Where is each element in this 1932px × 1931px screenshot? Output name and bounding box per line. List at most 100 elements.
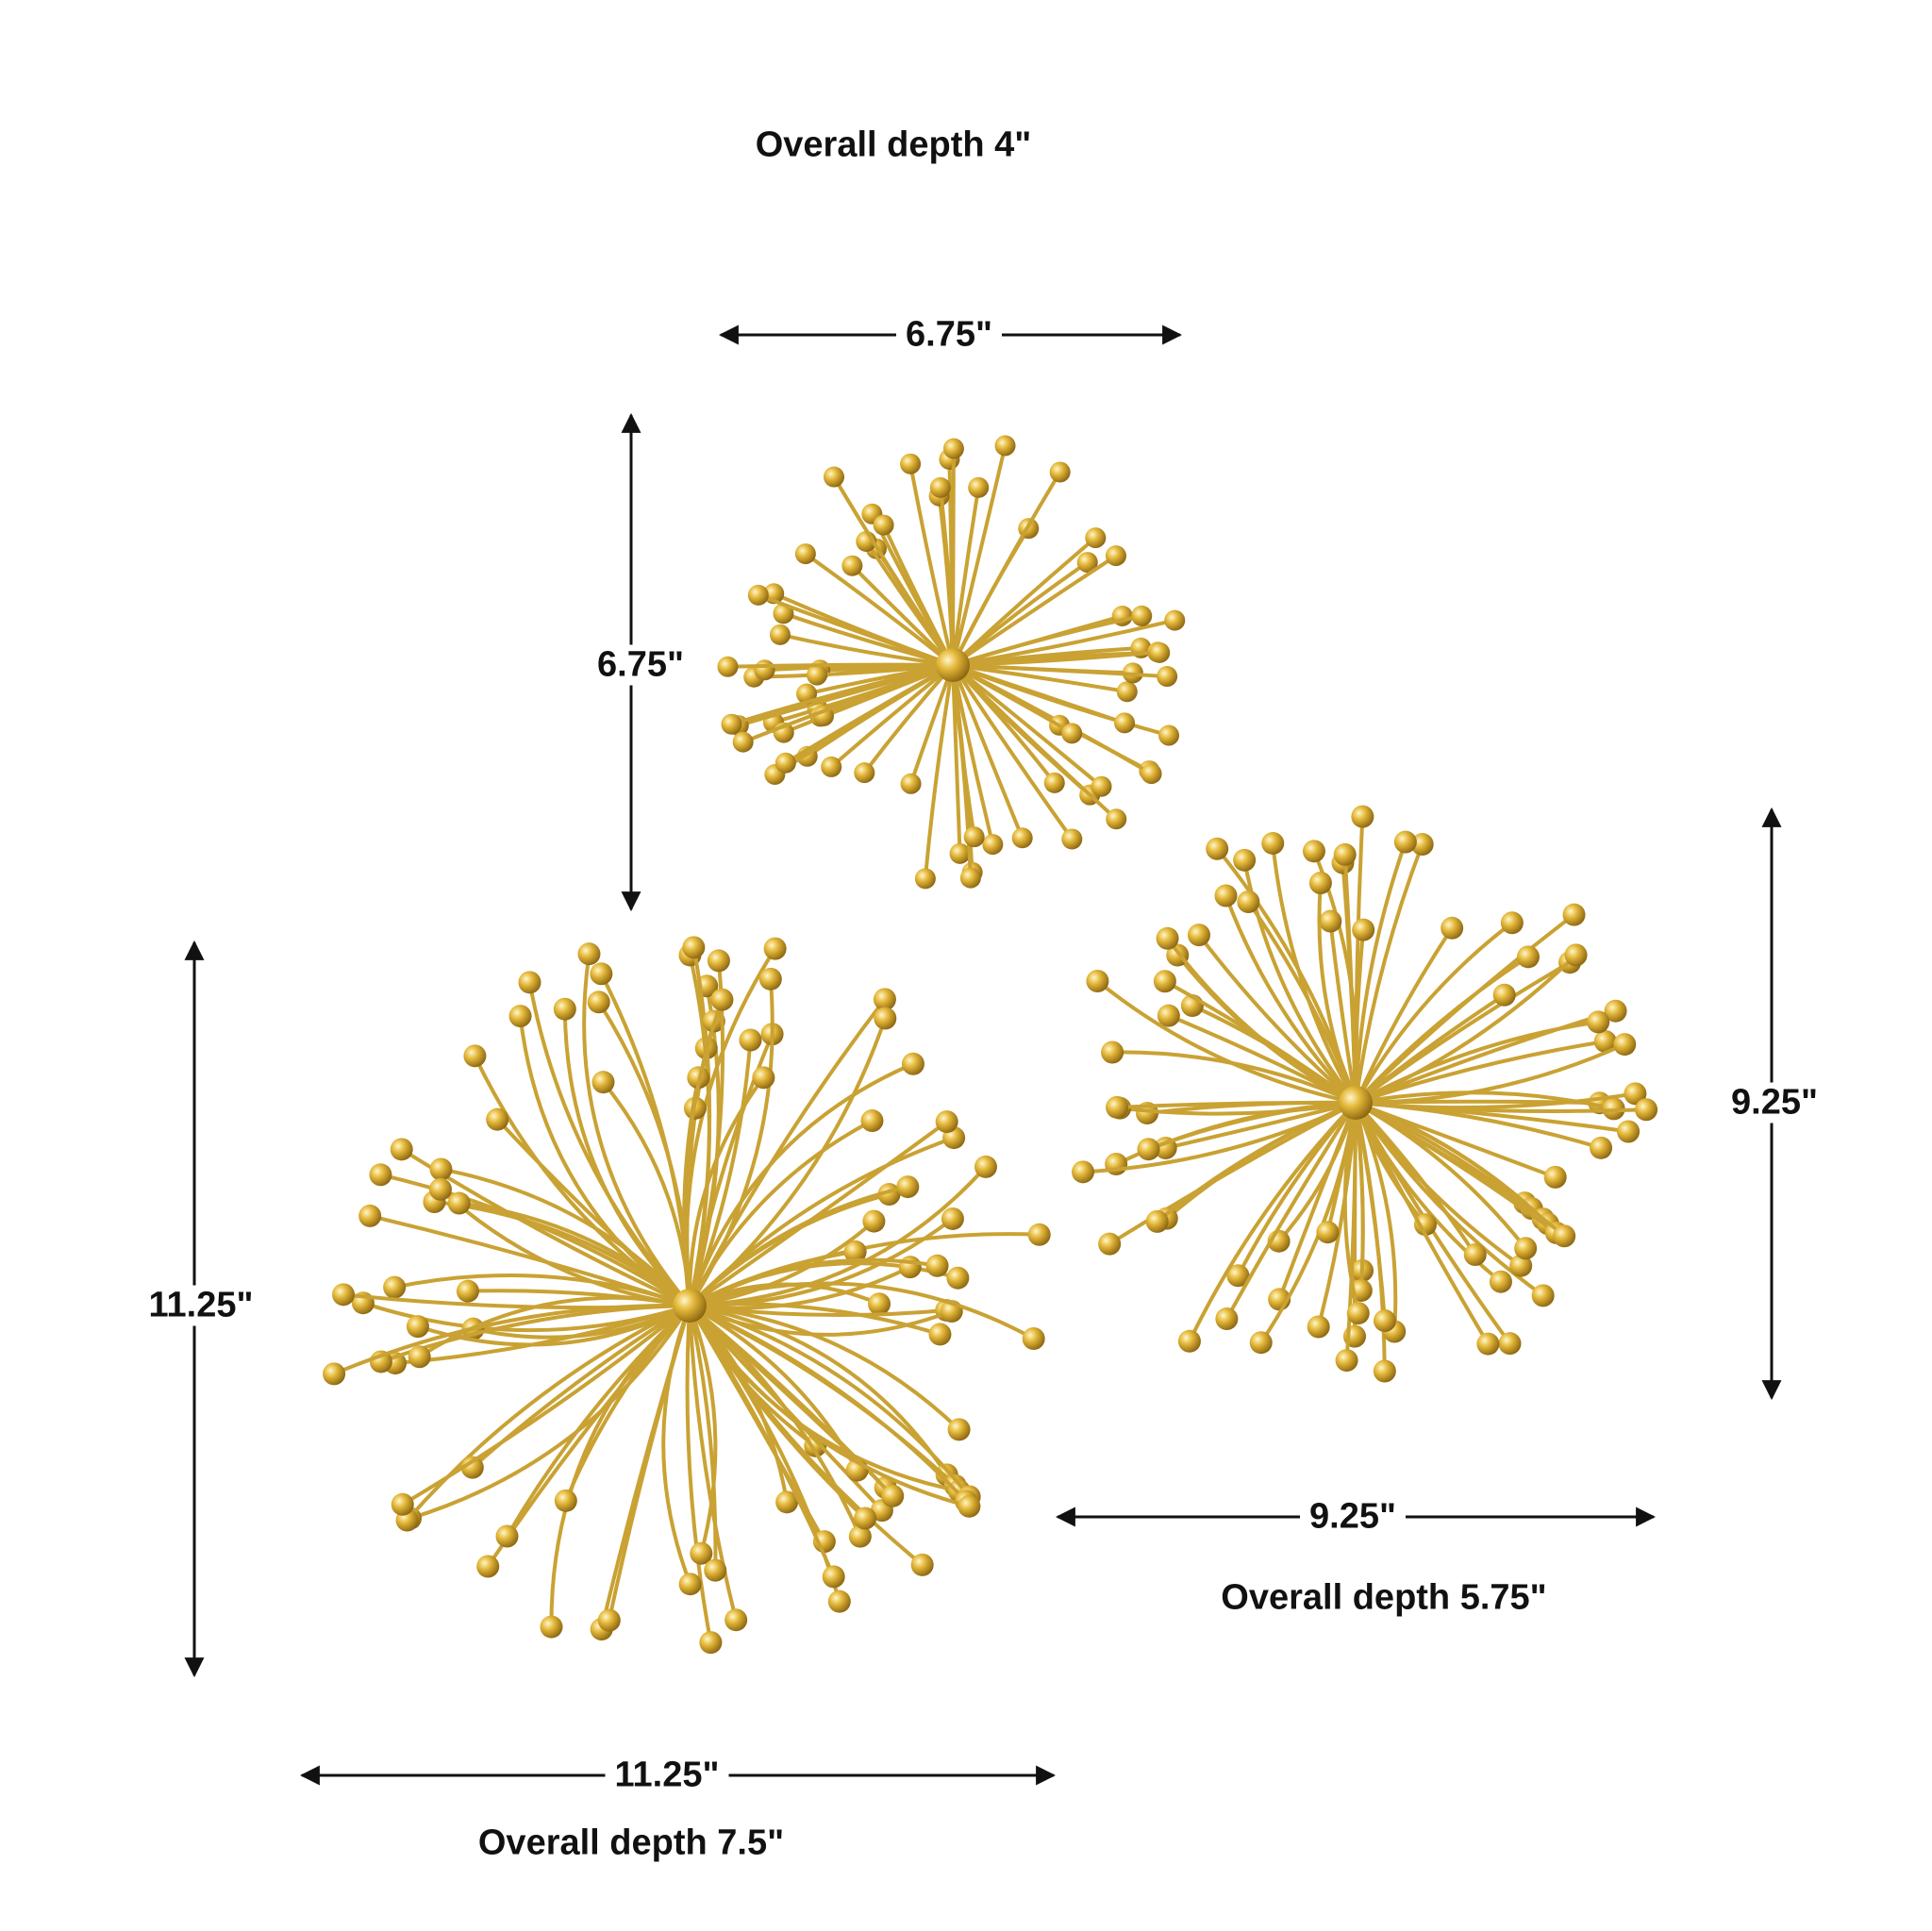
gold-ball — [898, 1256, 922, 1279]
gold-ball — [823, 466, 844, 488]
large-height-label: 11.25" — [139, 1285, 263, 1326]
gold-ball — [1215, 1307, 1239, 1331]
gold-ball — [1373, 1359, 1396, 1383]
wire-ray — [1165, 1101, 1357, 1150]
medium-depth-label: Overall depth 5.75" — [1221, 1577, 1547, 1618]
wire-ray — [417, 1304, 691, 1347]
gold-ball — [974, 1155, 997, 1178]
wire-ray — [951, 663, 1074, 841]
gold-ball — [460, 1456, 484, 1479]
gold-ball — [1237, 891, 1260, 914]
medium-width-label: 9.25" — [1300, 1496, 1406, 1538]
wire-ray — [951, 471, 1062, 666]
gold-ball — [1153, 970, 1176, 993]
gold-ball — [463, 1044, 487, 1068]
gold-ball — [758, 967, 782, 990]
gold-ball — [358, 1204, 382, 1227]
gold-ball — [1226, 1264, 1250, 1288]
gold-ball — [848, 1524, 872, 1548]
wire-ray — [1354, 926, 1454, 1104]
gold-ball — [1098, 1232, 1122, 1256]
gold-ball — [963, 826, 985, 848]
wire-ray — [689, 1304, 859, 1472]
gold-ball — [1509, 1254, 1533, 1277]
gold-ball — [447, 1191, 471, 1215]
wire-ray — [682, 999, 724, 1307]
gold-ball — [1319, 909, 1342, 933]
gold-ball — [408, 1345, 431, 1369]
gold-ball — [1011, 827, 1033, 849]
gold-ball — [959, 867, 981, 889]
gold-ball — [1149, 641, 1171, 663]
wire-ray — [1119, 1101, 1357, 1116]
wire-ray — [1156, 1101, 1357, 1224]
wire-ray — [1355, 1101, 1566, 1238]
gold-ball — [1158, 724, 1180, 746]
gold-ball — [553, 997, 576, 1021]
wire-ray — [688, 1305, 718, 1555]
wire-ray — [688, 1305, 739, 1621]
wire-ray — [689, 1304, 960, 1431]
gold-ball — [754, 659, 775, 681]
wire-ray — [951, 444, 1008, 666]
wire-ray — [549, 1304, 691, 1627]
wire-ray — [1354, 955, 1530, 1105]
gold-ball — [1543, 1165, 1567, 1189]
wire-ray — [1317, 882, 1357, 1104]
wire-ray — [689, 1257, 938, 1307]
wire-ray — [689, 1304, 949, 1476]
wire-ray — [688, 1119, 874, 1307]
gold-ball — [896, 1175, 920, 1199]
wire-ray — [1112, 1050, 1357, 1105]
large-starburst — [323, 936, 1051, 1655]
wire-ray — [727, 662, 954, 669]
wire-ray — [1354, 921, 1514, 1104]
wire-ray — [689, 1281, 1035, 1340]
gold-ball — [794, 543, 816, 565]
gold-ball — [929, 476, 951, 498]
gold-ball — [1492, 983, 1516, 1007]
gold-ball — [1516, 945, 1540, 969]
gold-ball — [900, 773, 922, 794]
gold-ball — [678, 1573, 702, 1596]
gold-ball — [822, 1565, 845, 1589]
gold-ball — [900, 453, 922, 474]
gold-ball — [1114, 712, 1136, 734]
center-hub — [673, 1289, 707, 1323]
wire-ray — [951, 554, 1118, 667]
gold-ball — [1214, 884, 1238, 907]
gold-ball — [1500, 911, 1524, 935]
wire-ray — [1354, 993, 1506, 1105]
gold-ball — [486, 1107, 509, 1131]
wire-ray — [362, 1301, 691, 1333]
gold-ball — [699, 1631, 723, 1655]
gold-ball — [1085, 527, 1107, 549]
wire-ray — [1354, 841, 1407, 1104]
gold-ball — [1635, 1098, 1658, 1122]
gold-ball — [332, 1283, 356, 1307]
gold-ball — [456, 1279, 479, 1303]
gold-ball — [873, 988, 896, 1011]
medium-starburst — [1072, 805, 1658, 1383]
gold-ball — [1157, 666, 1178, 688]
small-starburst — [717, 435, 1186, 890]
gold-ball — [1249, 1331, 1273, 1355]
wire-ray — [441, 1167, 691, 1307]
wire-ray — [779, 632, 954, 667]
gold-ball — [1352, 918, 1375, 941]
gold-ball — [1049, 461, 1071, 483]
gold-ball — [946, 1266, 970, 1290]
wire-ray — [1116, 1100, 1357, 1109]
gold-ball — [1141, 763, 1162, 785]
gold-ball — [1393, 830, 1417, 854]
gold-ball — [827, 1590, 851, 1613]
gold-ball — [854, 1507, 877, 1530]
gold-ball — [390, 1138, 413, 1161]
gold-ball — [690, 1541, 713, 1565]
gold-ball — [958, 1494, 981, 1518]
wire-ray — [1354, 1101, 1477, 1257]
gold-ball — [1206, 837, 1229, 860]
gold-ball — [1413, 1213, 1437, 1237]
wire-ray — [1271, 842, 1357, 1104]
wire-ray — [688, 1040, 753, 1307]
